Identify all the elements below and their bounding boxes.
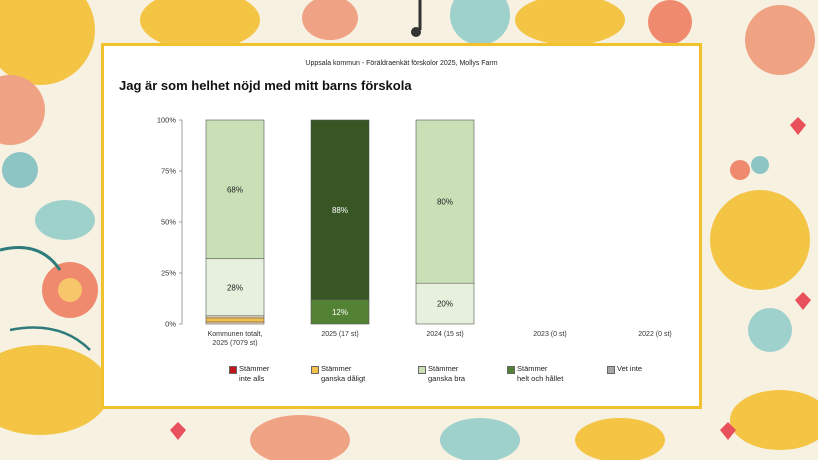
x-category-label: 2025 (17 st) [321,331,358,338]
bar-segment [415,119,475,284]
x-category-label: 2022 (0 st) [638,331,671,338]
bar-segment [205,317,265,323]
bar-data-label: 88% [332,206,348,215]
y-tick-label: 50% [161,218,176,227]
bar-segment [205,258,265,317]
legend-label: Stämmer ganska bra [428,364,466,383]
legend-label: Stämmer inte alls [239,364,270,383]
bar-segment [205,119,265,260]
bar-segment [415,282,475,325]
x-category-label: 2024 (15 st) [426,331,463,338]
bar-data-label: 28% [227,283,243,292]
bar-segment [310,299,370,325]
bar-data-label: 80% [437,198,453,207]
x-category-label: 2025 (7079 st) [212,340,257,347]
chart-title: Jag är som helhet nöjd med mitt barns fö… [119,78,412,93]
legend-label: Stämmer ganska dåligt [321,364,366,383]
legend-swatch [507,366,515,374]
bar-data-label: 12% [332,308,348,317]
legend-swatch [418,366,426,374]
legend-label: Vet inte [617,364,643,373]
y-tick-label: 75% [161,167,176,176]
x-category-label: 2023 (0 st) [533,331,566,338]
legend-swatch [229,366,237,374]
bar-segment [205,321,265,325]
legend-label: Stämmer helt och hållet [517,364,564,383]
chart-subtitle: Uppsala kommun - Föräldraenkät förskolor… [305,60,498,67]
y-tick-label: 100% [157,116,177,125]
bar-data-label: 20% [437,300,453,309]
y-tick-label: 25% [161,269,176,278]
stacked-bar-chart: 0% 25% 50% 75% 100% 28% 68% Kommunen totalt, 202… [157,116,672,348]
y-tick-label: 0% [165,320,176,329]
legend-swatch [607,366,615,374]
bar-segment [310,119,370,300]
bar-segment [205,315,265,319]
bar-data-label: 68% [227,185,243,194]
legend-swatch [311,366,319,374]
chart-slide: Uppsala kommun - Föräldraenkät förskolor… [101,43,702,409]
x-category-label: Kommunen totalt, [208,331,263,338]
